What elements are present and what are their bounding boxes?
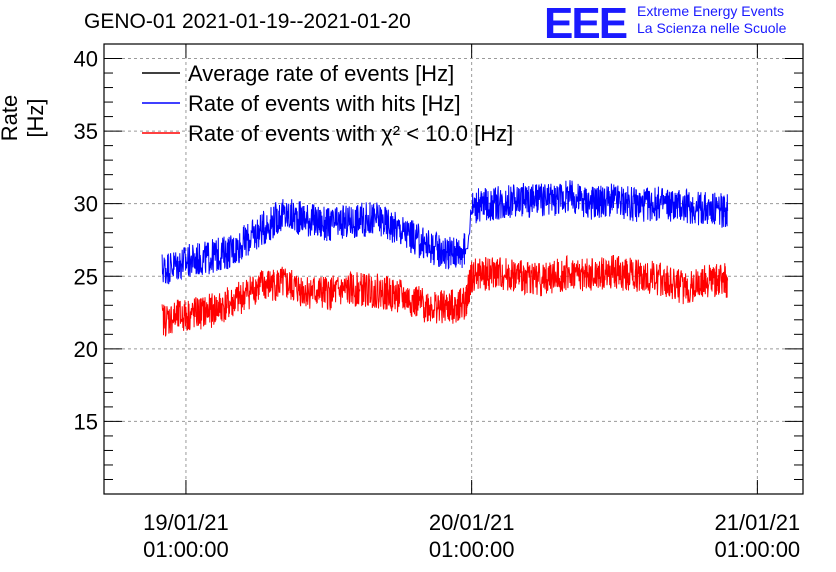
- legend-label-2: Rate of events with χ² < 10.0 [Hz]: [188, 121, 513, 146]
- y-tick-label: 20: [74, 337, 98, 362]
- chart-title: GENO-01 2021-01-19--2021-01-20: [84, 10, 411, 33]
- legend-label-0: Average rate of events [Hz]: [188, 61, 454, 86]
- eee-logo: EEE: [544, 0, 628, 48]
- logo-line-2: La Scienza nelle Scuole: [637, 20, 787, 36]
- y-tick-label: 40: [74, 47, 98, 72]
- series-line-2: [161, 254, 729, 337]
- logo-line-1: Extreme Energy Events: [637, 3, 785, 19]
- y-tick-label: 30: [74, 192, 98, 217]
- eee-logo-text: Extreme Energy Events La Scienza nelle S…: [637, 3, 786, 37]
- x-tick-label-date: 20/01/21: [429, 510, 515, 535]
- series-line-1: [161, 180, 729, 285]
- y-tick-label: 35: [74, 119, 98, 144]
- plot-frame: [103, 43, 804, 495]
- y-axis-label: Rate [Hz]: [0, 94, 48, 142]
- x-tick-label-time: 01:00:00: [429, 537, 515, 562]
- y-tick-label: 15: [74, 409, 98, 434]
- legend-label-1: Rate of events with hits [Hz]: [188, 91, 461, 116]
- y-tick-label: 25: [74, 264, 98, 289]
- x-tick-label-date: 21/01/21: [715, 510, 801, 535]
- x-tick-label-time: 01:00:00: [143, 537, 229, 562]
- x-tick-label-time: 01:00:00: [715, 537, 801, 562]
- x-tick-label-date: 19/01/21: [143, 510, 229, 535]
